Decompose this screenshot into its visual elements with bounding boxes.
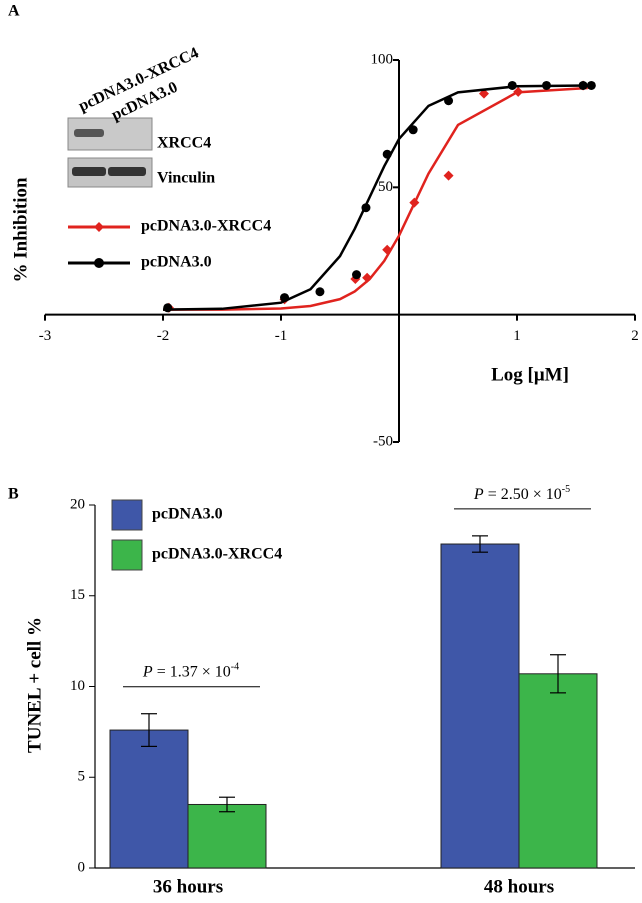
y-tick-label: 100: [371, 51, 394, 67]
x-tick-label: -2: [157, 328, 170, 344]
y-tick-label: 20: [70, 496, 85, 512]
error-bar: [219, 796, 235, 813]
x-tick-label: 48 hours: [484, 876, 554, 897]
point: [280, 293, 290, 303]
y-tick-label: -50: [373, 433, 393, 449]
point: [507, 80, 517, 90]
point: [361, 203, 371, 213]
legend-label: pcDNA3.0-XRCC4: [141, 218, 271, 235]
point: [444, 96, 454, 106]
p-text: = 2.50 × 10: [484, 486, 562, 503]
p-value: P = 1.37 × 10-4: [142, 662, 239, 681]
bar: [109, 729, 189, 869]
legend-label: pcDNA3.0: [141, 254, 212, 271]
x-tick-label: -1: [275, 328, 288, 344]
bar: [187, 803, 267, 869]
x-tick-label: 2: [631, 328, 639, 344]
x-tick-label: 36 hours: [153, 876, 223, 897]
p-value: P = 2.50 × 10-5: [473, 484, 570, 503]
x-axis-label: Log [μM]: [491, 364, 569, 385]
p-exponent: -4: [231, 662, 239, 673]
y-axis-label: % Inhibition: [10, 177, 31, 283]
y-tick-label: 5: [78, 769, 86, 785]
legend-marker: [94, 222, 104, 232]
point: [315, 287, 325, 297]
blot-label: Vinculin: [157, 170, 215, 187]
point: [382, 244, 393, 255]
y-tick-label: 50: [378, 179, 393, 195]
blot-label: XRCC4: [157, 135, 211, 152]
fit-curve: [162, 84, 588, 311]
error-bar: [141, 713, 157, 747]
y-tick-label: 0: [78, 859, 86, 875]
fit-curve: [163, 86, 588, 311]
bar: [518, 673, 598, 869]
x-tick-label: -3: [39, 328, 52, 344]
legend-swatch: [111, 499, 143, 531]
y-tick-label: 15: [70, 587, 85, 603]
bar: [440, 543, 520, 869]
point: [443, 170, 454, 181]
x-tick-label: 1: [513, 328, 521, 344]
point: [382, 149, 392, 159]
p-exponent: -5: [562, 484, 570, 495]
blot-band: [108, 167, 146, 176]
legend-marker: [94, 258, 104, 268]
panel-label: A: [8, 3, 20, 20]
panel-label: B: [8, 486, 19, 503]
error-bar: [550, 654, 566, 694]
point: [352, 270, 362, 280]
point: [362, 272, 373, 283]
blot-band: [74, 129, 104, 137]
p-symbol: P: [142, 663, 153, 680]
point: [513, 86, 524, 97]
point: [408, 125, 418, 135]
point: [163, 303, 173, 313]
point: [409, 197, 420, 208]
point: [578, 80, 588, 90]
p-text: = 1.37 × 10: [153, 663, 231, 680]
point: [542, 80, 551, 90]
blot-band: [72, 167, 106, 176]
y-axis-label: TUNEL + cell %: [24, 617, 45, 753]
legend-label: pcDNA3.0-XRCC4: [152, 546, 282, 563]
legend-swatch: [111, 539, 143, 571]
p-symbol: P: [473, 486, 484, 503]
legend-label: pcDNA3.0: [152, 506, 223, 523]
y-tick-label: 10: [70, 678, 85, 694]
point: [586, 80, 596, 90]
error-bar: [472, 535, 488, 553]
